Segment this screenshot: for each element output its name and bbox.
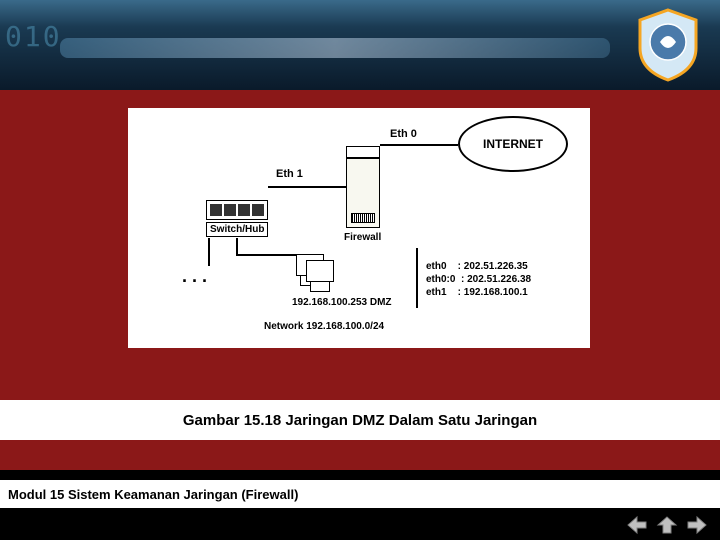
firewall-node bbox=[346, 158, 380, 228]
content-area: INTERNET Eth 0 Firewall Eth 1 Switch/Hub… bbox=[0, 90, 720, 470]
switch-hub-node bbox=[206, 200, 268, 220]
dmz-pc-node-2 bbox=[306, 260, 334, 292]
header-digits: 010 bbox=[5, 20, 62, 53]
network-diagram: INTERNET Eth 0 Firewall Eth 1 Switch/Hub… bbox=[128, 108, 590, 348]
caption-text: Gambar 15.18 Jaringan DMZ Dalam Satu Jar… bbox=[183, 412, 537, 429]
prev-arrow-button[interactable] bbox=[624, 514, 650, 536]
arrow-left-icon bbox=[626, 515, 648, 535]
footer: Modul 15 Sistem Keamanan Jaringan (Firew… bbox=[0, 470, 720, 540]
ellipsis-dots: . . . bbox=[182, 266, 207, 287]
header-stripe bbox=[60, 38, 610, 58]
eth1-label: Eth 1 bbox=[276, 168, 303, 180]
eth0-label: Eth 0 bbox=[390, 128, 417, 140]
header-banner: 010 bbox=[0, 0, 720, 90]
nav-arrows bbox=[624, 514, 710, 536]
line-switch-diag bbox=[236, 254, 296, 256]
figure-caption: Gambar 15.18 Jaringan DMZ Dalam Satu Jar… bbox=[0, 400, 720, 440]
ip-block: eth0 : 202.51.226.35 eth0:0 : 202.51.226… bbox=[426, 260, 531, 299]
line-eth0 bbox=[380, 144, 458, 146]
dmz-pc-label: 192.168.100.253 DMZ bbox=[292, 296, 392, 309]
line-switch-down1 bbox=[208, 238, 210, 266]
line-switch-down2 bbox=[236, 238, 238, 254]
line-eth1 bbox=[268, 186, 346, 188]
home-arrow-button[interactable] bbox=[654, 514, 680, 536]
firewall-top bbox=[346, 146, 380, 158]
internet-node: INTERNET bbox=[458, 116, 568, 172]
internet-label: INTERNET bbox=[483, 137, 543, 151]
module-bar: Modul 15 Sistem Keamanan Jaringan (Firew… bbox=[0, 480, 720, 508]
logo-shield bbox=[634, 8, 702, 82]
arrow-up-icon bbox=[656, 515, 678, 535]
module-title: Modul 15 Sistem Keamanan Jaringan (Firew… bbox=[8, 487, 298, 502]
network-label: Network 192.168.100.0/24 bbox=[264, 320, 384, 333]
next-arrow-button[interactable] bbox=[684, 514, 710, 536]
ip-divider bbox=[416, 248, 418, 308]
arrow-right-icon bbox=[686, 515, 708, 535]
switch-hub-label: Switch/Hub bbox=[206, 222, 268, 237]
firewall-label: Firewall bbox=[344, 232, 381, 243]
